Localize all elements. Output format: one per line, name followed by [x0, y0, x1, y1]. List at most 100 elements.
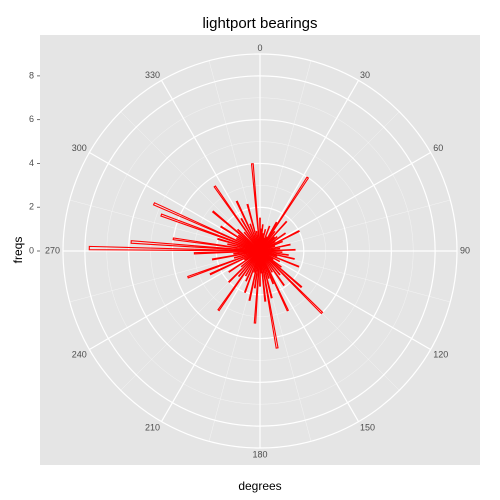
angle-tick-label: 240	[72, 349, 87, 359]
bar	[259, 250, 273, 273]
bar	[217, 250, 261, 312]
bar	[259, 243, 291, 252]
bar	[259, 250, 324, 315]
bar	[160, 213, 261, 252]
bar	[259, 250, 300, 268]
bar	[193, 250, 261, 255]
r-tick-layer: 0 2 4 6 8	[29, 70, 40, 255]
angle-label-layer: 0 30 60 90 120 150 180 210 240 270 300 330	[45, 43, 470, 459]
bar	[152, 202, 261, 252]
bar	[259, 250, 281, 263]
bar	[259, 250, 303, 289]
angle-tick-label: 330	[145, 70, 160, 80]
bar	[259, 220, 288, 252]
bar	[250, 163, 261, 252]
angle-tick-label: 270	[45, 245, 60, 255]
bar	[259, 250, 261, 287]
bar	[220, 225, 261, 252]
x-axis-title: degrees	[238, 479, 281, 493]
minor-spoke	[120, 111, 261, 252]
bar	[259, 250, 281, 276]
bar	[248, 250, 261, 301]
angle-tick-label: 150	[360, 423, 375, 433]
grid-spoke	[160, 250, 261, 422]
angle-tick-label: 210	[145, 423, 160, 433]
grid-spoke	[259, 151, 431, 252]
bar	[259, 250, 273, 299]
bar	[243, 231, 261, 252]
bar	[233, 250, 261, 259]
bar	[217, 237, 261, 252]
bar	[213, 185, 261, 252]
bar	[88, 245, 261, 252]
bar	[259, 235, 278, 252]
grid-spoke	[259, 250, 431, 351]
bar	[253, 250, 261, 324]
bar	[259, 250, 267, 302]
bar	[259, 225, 271, 252]
grid-spoke	[259, 250, 360, 422]
bar	[253, 250, 261, 273]
bar	[237, 234, 261, 252]
bar	[259, 230, 300, 252]
r-tick-label: 8	[29, 70, 34, 80]
outer-ring	[62, 53, 458, 449]
bar	[259, 250, 275, 285]
angle-tick-label: 60	[433, 143, 443, 153]
bar	[259, 250, 278, 257]
angle-tick-label: 90	[460, 245, 470, 255]
bar	[227, 250, 261, 284]
bar	[235, 200, 261, 252]
bar	[172, 237, 261, 252]
r-tick-label: 0	[29, 245, 34, 255]
minor-spoke	[259, 60, 312, 252]
bar	[240, 217, 261, 252]
bar	[259, 250, 279, 349]
bar	[259, 240, 283, 252]
bar	[235, 237, 261, 252]
y-axis-title: freqs	[11, 237, 25, 264]
minor-spoke	[69, 250, 261, 303]
bar	[259, 229, 267, 252]
bar	[259, 250, 282, 268]
bar	[259, 176, 310, 252]
angle-tick-label: 180	[252, 449, 267, 459]
bar	[253, 250, 261, 289]
bar	[240, 250, 261, 268]
bar	[244, 250, 261, 277]
bar	[259, 250, 270, 279]
bar	[259, 250, 295, 260]
angle-tick-label: 30	[360, 70, 370, 80]
bar	[259, 250, 289, 256]
bar	[259, 245, 276, 252]
angle-tick-label: 120	[433, 349, 448, 359]
minor-spoke	[259, 250, 451, 303]
bar	[211, 250, 261, 261]
bar	[246, 203, 261, 252]
r-tick-label: 2	[29, 202, 34, 212]
minor-spoke	[208, 250, 261, 442]
bar	[237, 250, 261, 278]
bar	[259, 224, 264, 252]
bar	[259, 248, 296, 252]
bar	[259, 240, 276, 252]
bar	[245, 250, 261, 282]
bar	[259, 250, 290, 312]
bar	[255, 230, 261, 252]
grid-spoke	[89, 151, 261, 252]
minor-spoke	[259, 199, 451, 252]
bar	[259, 250, 285, 287]
bar	[243, 250, 261, 261]
bar	[259, 247, 281, 252]
angle-tick-label: 300	[72, 143, 87, 153]
r-tick-label: 4	[29, 158, 34, 168]
bar	[211, 210, 261, 252]
minor-spoke	[259, 111, 400, 252]
angle-tick-label: 0	[257, 43, 262, 53]
bar	[236, 228, 261, 252]
r-tick-label: 6	[29, 114, 34, 124]
bar	[249, 223, 261, 252]
bar	[259, 250, 283, 253]
